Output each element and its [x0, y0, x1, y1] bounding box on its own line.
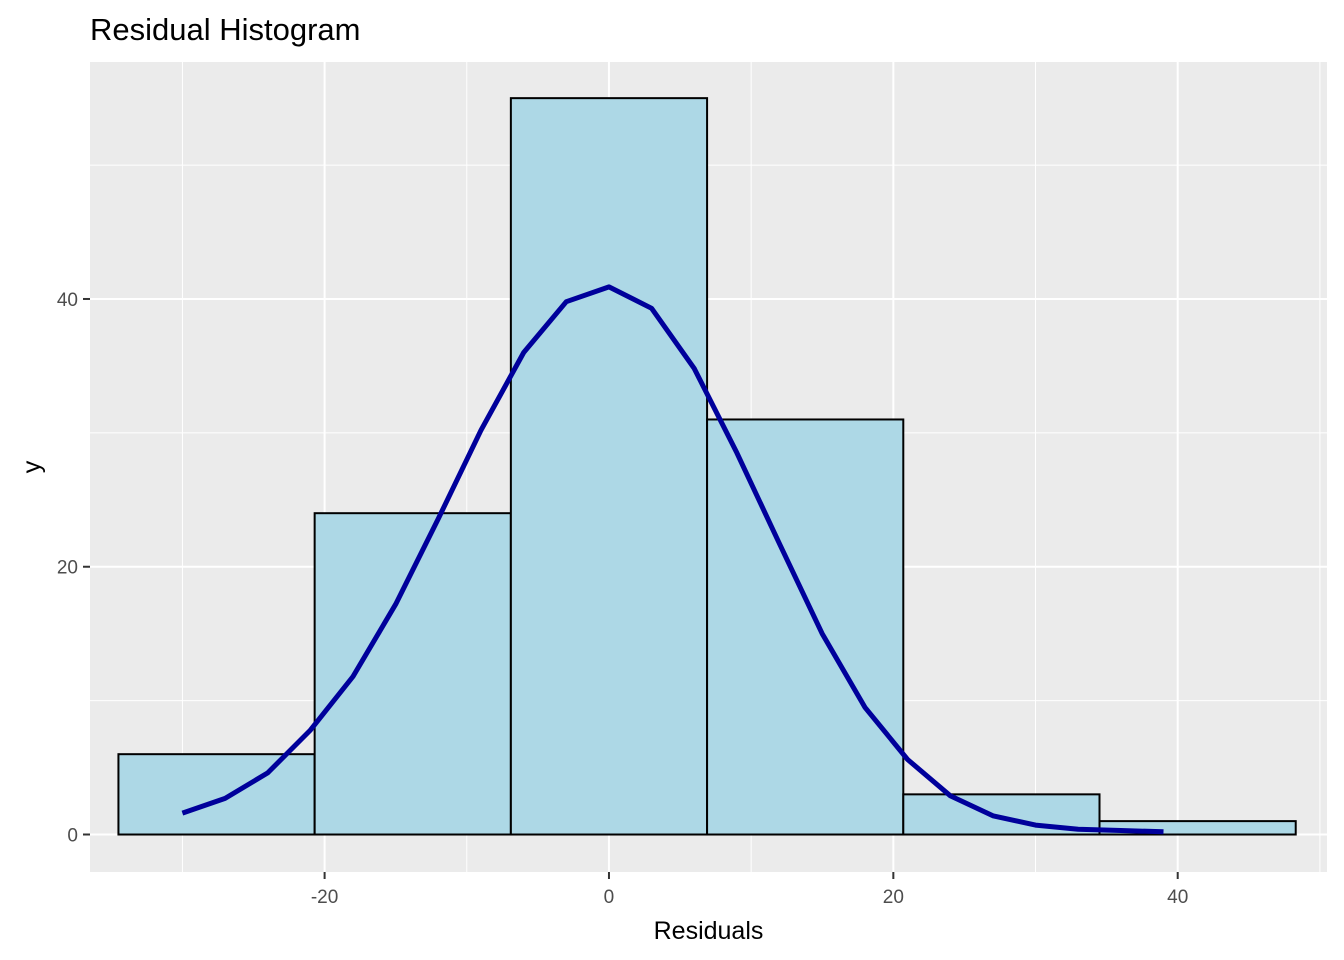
x-tick-label: 20 — [883, 887, 904, 908]
density-curve — [181, 284, 1164, 835]
x-tick-label: 40 — [1167, 887, 1188, 908]
histogram-bar — [509, 97, 709, 836]
x-axis-title: Residuals — [654, 917, 764, 945]
histogram-bar — [706, 418, 905, 836]
x-tick-label: 0 — [604, 887, 615, 908]
y-tick-label: 40 — [57, 290, 78, 311]
y-tick-label: 0 — [67, 826, 78, 847]
chart-title: Residual Histogram — [90, 12, 361, 47]
histogram-bar — [117, 753, 316, 836]
histogram-bars — [117, 97, 1297, 836]
x-tick-label: -20 — [311, 887, 338, 908]
histogram-bar — [313, 512, 512, 836]
y-axis-ticks: 0 20 40 — [57, 290, 90, 847]
y-tick-label: 20 — [57, 558, 78, 579]
y-axis-title: y — [18, 460, 46, 473]
x-axis-ticks: -20 0 20 40 — [311, 872, 1188, 908]
